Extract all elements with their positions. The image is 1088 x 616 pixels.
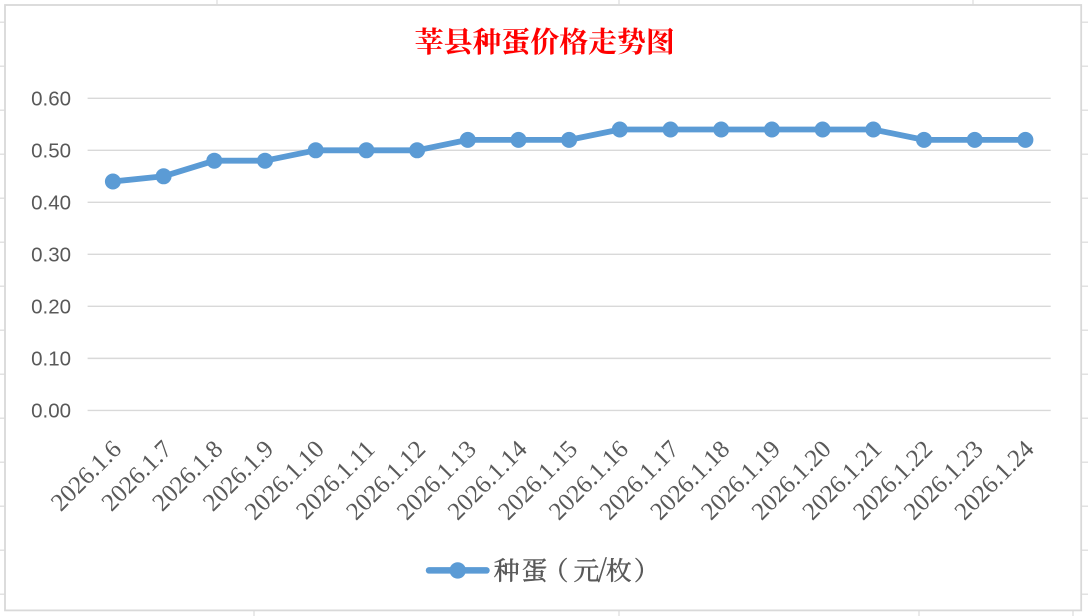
svg-text:0.20: 0.20 — [31, 296, 71, 319]
svg-text:0.30: 0.30 — [31, 244, 71, 267]
svg-text:0.10: 0.10 — [31, 348, 71, 371]
svg-text:0.50: 0.50 — [31, 140, 71, 163]
svg-text:0.00: 0.00 — [31, 400, 71, 423]
svg-text:0.60: 0.60 — [31, 88, 71, 111]
svg-text:0.40: 0.40 — [31, 192, 71, 215]
